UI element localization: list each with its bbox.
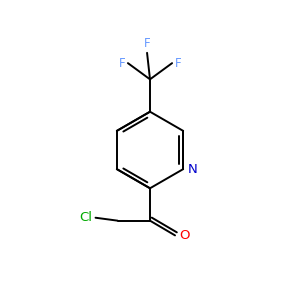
Text: F: F	[144, 38, 150, 50]
Text: O: O	[179, 229, 190, 242]
Text: N: N	[188, 163, 198, 176]
Text: Cl: Cl	[80, 211, 93, 224]
Text: F: F	[174, 57, 181, 70]
Text: F: F	[119, 57, 126, 70]
